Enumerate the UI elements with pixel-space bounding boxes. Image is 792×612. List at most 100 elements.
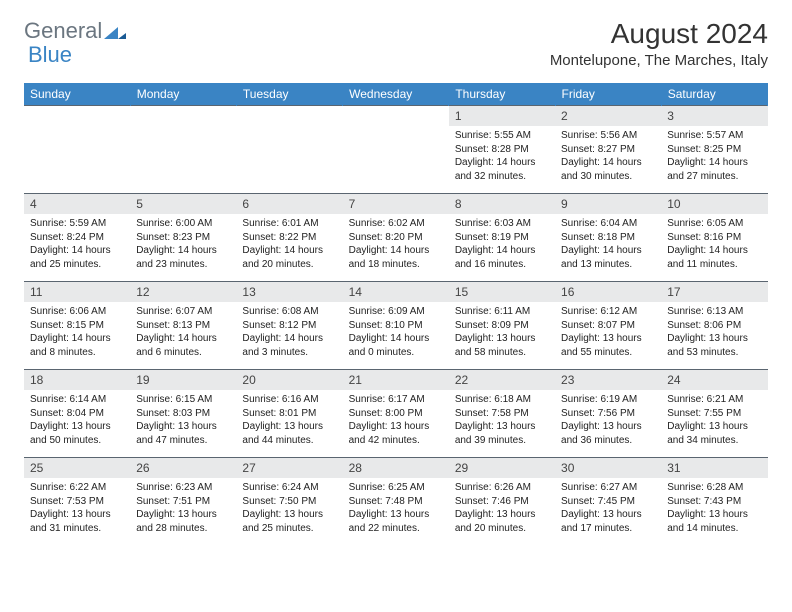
sunset-text: Sunset: 8:07 PM [561, 319, 655, 333]
day-detail: Sunrise: 6:06 AMSunset: 8:15 PMDaylight:… [24, 302, 130, 362]
calendar-cell: 21Sunrise: 6:17 AMSunset: 8:00 PMDayligh… [343, 370, 449, 458]
sunrise-text: Sunrise: 6:13 AM [667, 305, 761, 319]
sunset-text: Sunset: 8:04 PM [30, 407, 124, 421]
day-number: 3 [661, 106, 767, 126]
calendar-cell: 16Sunrise: 6:12 AMSunset: 8:07 PMDayligh… [555, 282, 661, 370]
calendar-cell: 25Sunrise: 6:22 AMSunset: 7:53 PMDayligh… [24, 458, 130, 546]
day-number: 16 [555, 282, 661, 302]
sunset-text: Sunset: 8:18 PM [561, 231, 655, 245]
calendar-cell: 3Sunrise: 5:57 AMSunset: 8:25 PMDaylight… [661, 106, 767, 194]
sunrise-text: Sunrise: 6:21 AM [667, 393, 761, 407]
calendar-cell: 1Sunrise: 5:55 AMSunset: 8:28 PMDaylight… [449, 106, 555, 194]
day-detail: Sunrise: 6:12 AMSunset: 8:07 PMDaylight:… [555, 302, 661, 362]
day-detail: Sunrise: 6:22 AMSunset: 7:53 PMDaylight:… [24, 478, 130, 538]
sunrise-text: Sunrise: 6:18 AM [455, 393, 549, 407]
sunrise-text: Sunrise: 6:27 AM [561, 481, 655, 495]
day-detail: Sunrise: 6:00 AMSunset: 8:23 PMDaylight:… [130, 214, 236, 274]
sunset-text: Sunset: 8:27 PM [561, 143, 655, 157]
day-detail: Sunrise: 6:15 AMSunset: 8:03 PMDaylight:… [130, 390, 236, 450]
sunrise-text: Sunrise: 6:07 AM [136, 305, 230, 319]
daylight-text: Daylight: 14 hours and 8 minutes. [30, 332, 124, 359]
title-block: August 2024 Montelupone, The Marches, It… [550, 18, 768, 69]
day-detail: Sunrise: 6:25 AMSunset: 7:48 PMDaylight:… [343, 478, 449, 538]
calendar-cell: 28Sunrise: 6:25 AMSunset: 7:48 PMDayligh… [343, 458, 449, 546]
day-detail: Sunrise: 6:27 AMSunset: 7:45 PMDaylight:… [555, 478, 661, 538]
daylight-text: Daylight: 13 hours and 39 minutes. [455, 420, 549, 447]
weekday-header: Tuesday [236, 83, 342, 106]
weekday-header: Monday [130, 83, 236, 106]
sunset-text: Sunset: 8:03 PM [136, 407, 230, 421]
sunrise-text: Sunrise: 5:59 AM [30, 217, 124, 231]
calendar-cell: 30Sunrise: 6:27 AMSunset: 7:45 PMDayligh… [555, 458, 661, 546]
daylight-text: Daylight: 14 hours and 30 minutes. [561, 156, 655, 183]
day-detail: Sunrise: 6:07 AMSunset: 8:13 PMDaylight:… [130, 302, 236, 362]
calendar-cell: 17Sunrise: 6:13 AMSunset: 8:06 PMDayligh… [661, 282, 767, 370]
sunset-text: Sunset: 7:43 PM [667, 495, 761, 509]
sunset-text: Sunset: 7:55 PM [667, 407, 761, 421]
sunset-text: Sunset: 8:20 PM [349, 231, 443, 245]
calendar-cell: 2Sunrise: 5:56 AMSunset: 8:27 PMDaylight… [555, 106, 661, 194]
weekday-header: Thursday [449, 83, 555, 106]
sunset-text: Sunset: 8:24 PM [30, 231, 124, 245]
calendar-cell: 29Sunrise: 6:26 AMSunset: 7:46 PMDayligh… [449, 458, 555, 546]
day-detail: Sunrise: 6:24 AMSunset: 7:50 PMDaylight:… [236, 478, 342, 538]
sunrise-text: Sunrise: 6:23 AM [136, 481, 230, 495]
calendar-cell: 23Sunrise: 6:19 AMSunset: 7:56 PMDayligh… [555, 370, 661, 458]
day-detail: Sunrise: 6:04 AMSunset: 8:18 PMDaylight:… [555, 214, 661, 274]
day-detail: Sunrise: 6:17 AMSunset: 8:00 PMDaylight:… [343, 390, 449, 450]
daylight-text: Daylight: 13 hours and 28 minutes. [136, 508, 230, 535]
sunrise-text: Sunrise: 5:56 AM [561, 129, 655, 143]
sunrise-text: Sunrise: 6:04 AM [561, 217, 655, 231]
sunset-text: Sunset: 8:16 PM [667, 231, 761, 245]
calendar-row: ....1Sunrise: 5:55 AMSunset: 8:28 PMDayl… [24, 106, 768, 194]
day-number: 6 [236, 194, 342, 214]
brand-logo: General [24, 18, 106, 44]
day-detail: Sunrise: 5:57 AMSunset: 8:25 PMDaylight:… [661, 126, 767, 186]
calendar-cell: 4Sunrise: 5:59 AMSunset: 8:24 PMDaylight… [24, 194, 130, 282]
day-number: 17 [661, 282, 767, 302]
day-detail: Sunrise: 6:08 AMSunset: 8:12 PMDaylight:… [236, 302, 342, 362]
day-number: 26 [130, 458, 236, 478]
calendar-cell: 15Sunrise: 6:11 AMSunset: 8:09 PMDayligh… [449, 282, 555, 370]
calendar-cell: . [236, 106, 342, 194]
day-number: 10 [661, 194, 767, 214]
calendar-cell: 31Sunrise: 6:28 AMSunset: 7:43 PMDayligh… [661, 458, 767, 546]
daylight-text: Daylight: 14 hours and 32 minutes. [455, 156, 549, 183]
day-detail: Sunrise: 6:02 AMSunset: 8:20 PMDaylight:… [343, 214, 449, 274]
sunrise-text: Sunrise: 6:15 AM [136, 393, 230, 407]
weekday-header: Sunday [24, 83, 130, 106]
location-label: Montelupone, The Marches, Italy [550, 52, 768, 69]
weekday-header: Saturday [661, 83, 767, 106]
daylight-text: Daylight: 14 hours and 20 minutes. [242, 244, 336, 271]
day-detail: Sunrise: 6:28 AMSunset: 7:43 PMDaylight:… [661, 478, 767, 538]
day-number: 21 [343, 370, 449, 390]
sunrise-text: Sunrise: 6:00 AM [136, 217, 230, 231]
calendar-row: 11Sunrise: 6:06 AMSunset: 8:15 PMDayligh… [24, 282, 768, 370]
sunrise-text: Sunrise: 6:24 AM [242, 481, 336, 495]
calendar-row: 4Sunrise: 5:59 AMSunset: 8:24 PMDaylight… [24, 194, 768, 282]
sunrise-text: Sunrise: 6:06 AM [30, 305, 124, 319]
day-detail: Sunrise: 5:59 AMSunset: 8:24 PMDaylight:… [24, 214, 130, 274]
sunset-text: Sunset: 7:50 PM [242, 495, 336, 509]
calendar-table: SundayMondayTuesdayWednesdayThursdayFrid… [24, 83, 768, 546]
day-detail: Sunrise: 6:18 AMSunset: 7:58 PMDaylight:… [449, 390, 555, 450]
day-number: 20 [236, 370, 342, 390]
day-detail: Sunrise: 6:03 AMSunset: 8:19 PMDaylight:… [449, 214, 555, 274]
daylight-text: Daylight: 14 hours and 13 minutes. [561, 244, 655, 271]
sunset-text: Sunset: 8:15 PM [30, 319, 124, 333]
day-detail: Sunrise: 5:56 AMSunset: 8:27 PMDaylight:… [555, 126, 661, 186]
calendar-cell: 13Sunrise: 6:08 AMSunset: 8:12 PMDayligh… [236, 282, 342, 370]
sunrise-text: Sunrise: 6:05 AM [667, 217, 761, 231]
sunset-text: Sunset: 7:48 PM [349, 495, 443, 509]
daylight-text: Daylight: 14 hours and 0 minutes. [349, 332, 443, 359]
calendar-body: ....1Sunrise: 5:55 AMSunset: 8:28 PMDayl… [24, 106, 768, 546]
sunset-text: Sunset: 8:01 PM [242, 407, 336, 421]
calendar-cell: 8Sunrise: 6:03 AMSunset: 8:19 PMDaylight… [449, 194, 555, 282]
daylight-text: Daylight: 13 hours and 50 minutes. [30, 420, 124, 447]
sunrise-text: Sunrise: 6:08 AM [242, 305, 336, 319]
daylight-text: Daylight: 13 hours and 17 minutes. [561, 508, 655, 535]
sunset-text: Sunset: 7:58 PM [455, 407, 549, 421]
calendar-cell: 12Sunrise: 6:07 AMSunset: 8:13 PMDayligh… [130, 282, 236, 370]
daylight-text: Daylight: 14 hours and 3 minutes. [242, 332, 336, 359]
day-number: 13 [236, 282, 342, 302]
